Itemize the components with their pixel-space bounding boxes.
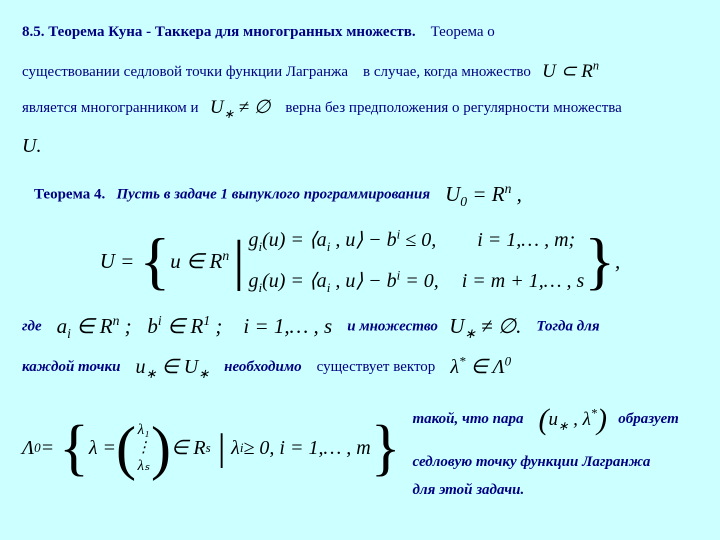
each-point: каждой точки: [22, 359, 120, 375]
math-lambda-in-L0: λ* ∈ Λ0: [450, 356, 511, 378]
math-ustar-in-Ustar: u∗ ∈ U∗: [135, 356, 209, 378]
exists-vector: существует вектор: [317, 359, 436, 375]
tail2: седловую точку функции Лагранжа: [412, 448, 678, 477]
intro-1: Теорема о: [431, 24, 495, 40]
and-set: и множество: [347, 319, 438, 335]
math-where: ai ∈ Rn ; bi ∈ R1 ; i = 1,… , s: [57, 314, 333, 338]
set-row-2: gi(u) = ⟨ai , u⟩ − bi = 0, i = m + 1,… ,…: [248, 264, 584, 299]
intro-4: является многогранником и: [22, 100, 199, 116]
tail3: для этой задачи.: [412, 476, 678, 505]
theorem-text: Пусть в задаче 1 выпуклого программирова…: [116, 187, 430, 203]
lambda-vector: λ₁ ⋮ λₛ: [136, 421, 151, 475]
theorem-label: Теорема 4.: [34, 187, 105, 203]
tail1b: образует: [618, 411, 679, 427]
section-title: 8.5. Теорема Куна - Таккера для многогра…: [22, 24, 416, 40]
lambda-row: Λ0 = { λ = ( λ₁ ⋮ λₛ ) ∈ Rs | λi ≥ 0, i …: [22, 391, 698, 505]
tail-text: такой, что пара (u∗ , λ*) образует седло…: [412, 391, 678, 505]
lambda-set-def: Λ0 = { λ = ( λ₁ ⋮ λₛ ) ∈ Rs | λi ≥ 0, i …: [22, 416, 400, 481]
math-pair: (u∗ , λ*): [538, 409, 607, 430]
math-U0-Rn: U0 = Rn ,: [445, 182, 522, 206]
set-definition: U = { u ∈ Rn | gi(u) = ⟨ai , u⟩ − bi ≤ 0…: [22, 223, 698, 299]
vec-3: λₛ: [137, 457, 149, 475]
math-U-period: U.: [22, 129, 698, 163]
set-row-1: gi(u) = ⟨ai , u⟩ − bi ≤ 0, i = 1,… , m;: [248, 223, 584, 258]
math-Ustar-2: U∗ ≠ ∅.: [449, 314, 521, 338]
intro-2: существовании седловой точки функции Лаг…: [22, 63, 348, 79]
math-U-subset-Rn: U ⊂ Rn: [542, 61, 599, 82]
set-lead: U =: [100, 244, 140, 280]
vec-1: λ₁: [138, 421, 150, 439]
intro-3: в случае, когда множество: [363, 63, 531, 79]
tail-line-1: такой, что пара (u∗ , λ*) образует: [412, 391, 678, 448]
vec-2: ⋮: [136, 439, 151, 457]
intro-line-2: существовании седловой точки функции Лаг…: [22, 56, 698, 89]
where-label: где: [22, 319, 42, 335]
brace-left: {: [140, 229, 171, 293]
intro-5: верна без предположения о регулярности м…: [285, 100, 621, 116]
page: 8.5. Теорема Куна - Таккера для многогра…: [0, 0, 720, 525]
where-line: где ai ∈ Rn ; bi ∈ R1 ; i = 1,… , s и мн…: [22, 309, 698, 345]
set-rows: gi(u) = ⟨ai , u⟩ − bi ≤ 0, i = 1,… , m; …: [248, 223, 584, 299]
then: Тогда для: [536, 319, 599, 335]
need: необходимо: [224, 359, 301, 375]
brace-right: }: [584, 229, 615, 293]
each-point-line: каждой точки u∗ ∈ U∗ необходимо существу…: [22, 350, 698, 385]
title-line: 8.5. Теорема Куна - Таккера для многогра…: [22, 20, 698, 46]
set-trail: ,: [615, 244, 620, 280]
tail1: такой, что пара: [412, 411, 523, 427]
math-Ustar-nonempty: U∗ ≠ ∅: [210, 97, 271, 118]
theorem-4-line: Теорема 4. Пусть в задаче 1 выпуклого пр…: [22, 177, 698, 213]
set-bar: |: [233, 229, 244, 293]
intro-line-3: является многогранником и U∗ ≠ ∅ верна б…: [22, 92, 698, 125]
set-cond: u ∈ Rn: [170, 244, 229, 280]
